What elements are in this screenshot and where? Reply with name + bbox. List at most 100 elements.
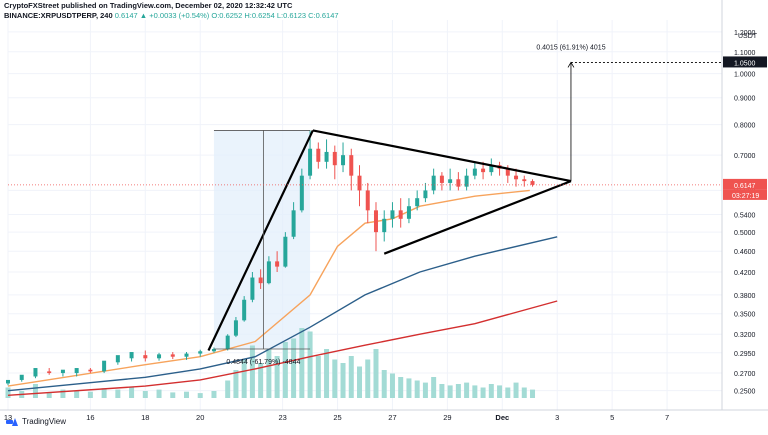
last-price-badge [723, 178, 767, 190]
volume-bar [74, 391, 80, 398]
volume-bar [142, 391, 148, 398]
candle-body [448, 179, 453, 183]
volume-bar [101, 388, 107, 398]
candle-body [332, 151, 337, 166]
chart-grid [7, 20, 722, 410]
candle-body [6, 379, 10, 384]
pennant-lower-line [383, 180, 572, 255]
volume-bar [431, 377, 437, 398]
candle-body [143, 355, 148, 359]
candle-body [250, 277, 255, 300]
candle-body [316, 148, 321, 162]
volume-bar [381, 370, 387, 398]
price-tick-label: 0.3800 [734, 293, 756, 300]
symbol-line: BINANCE:XRPUSDTPERP, 240 0.6147 ▲ +0.003… [4, 11, 339, 21]
pennant-upper-line [312, 129, 572, 183]
price-tick-label: 1.1000 [734, 50, 756, 57]
chart-header: CryptoFXStreet published on TradingView.… [4, 1, 339, 21]
price-axis-bg [722, 0, 768, 410]
price-tick-label: 0.4200 [734, 270, 756, 277]
candle-body [431, 175, 436, 191]
volume-bar [315, 356, 321, 398]
volume-bar [398, 377, 404, 398]
footer-brand[interactable]: TradingView [6, 417, 66, 426]
volume-bar [324, 349, 330, 398]
time-tick-label: 27 [388, 413, 396, 422]
volume-bar [225, 380, 231, 398]
volume-bar [389, 373, 395, 398]
volume-bar [291, 338, 297, 398]
candle-body [365, 190, 370, 211]
candle-body [60, 369, 65, 374]
volume-bar [115, 389, 121, 398]
volume-bar [513, 382, 519, 398]
countdown-label: 03:27:19 [732, 193, 759, 200]
volume-bar [497, 385, 503, 398]
volume-bars [5, 328, 536, 398]
volume-bar [156, 389, 162, 398]
volume-bar [439, 384, 445, 398]
target-price-label: 1.0500 [734, 60, 756, 67]
flagpole-line [207, 129, 314, 351]
candle-body [88, 369, 93, 372]
pattern-drawings[interactable]: 0.4844 (-61.79%) -4844 0.4015 (61.91%) 40… [8, 44, 722, 366]
time-tick-label: 5 [610, 413, 614, 422]
flagpole-measure-label: 0.4844 (-61.79%) -4844 [226, 359, 300, 366]
volume-bar [299, 328, 305, 398]
volume-bar [87, 391, 93, 398]
candle-body [211, 348, 216, 352]
candle-body [357, 175, 362, 191]
volume-bar [170, 392, 176, 398]
candle-body [33, 368, 38, 377]
candle-body [275, 261, 280, 267]
time-tick-label: Dec [495, 413, 509, 422]
time-tick-label: 13 [4, 413, 12, 422]
candle-body [415, 198, 420, 207]
ma-line [7, 300, 558, 396]
candle-body [170, 354, 175, 357]
candle-body [47, 371, 52, 374]
time-axis[interactable]: 13 16 18 20 23 25 27 29 Dec 3 5 7 [0, 409, 768, 422]
price-tick-label: 0.3500 [734, 312, 756, 319]
brand-label: TradingView [22, 417, 67, 426]
time-tick-label: 16 [86, 413, 94, 422]
time-tick-label: 3 [555, 413, 559, 422]
target-price-badge [723, 56, 767, 68]
volume-bar [60, 389, 66, 398]
time-tick-label: 23 [278, 413, 286, 422]
candle-body [406, 206, 411, 219]
price-tick-label: 0.5400 [734, 213, 756, 220]
candle-body [373, 210, 378, 233]
candle-body [19, 374, 24, 380]
volume-bar [505, 387, 511, 398]
volume-bar [5, 387, 11, 398]
candle-body [489, 165, 494, 173]
time-tick-label: 7 [665, 413, 669, 422]
volume-bar [488, 384, 494, 398]
volume-bar [282, 342, 288, 398]
candle-body [74, 368, 79, 374]
volume-bar [197, 393, 203, 398]
symbol-label: BINANCE:XRPUSDTPERP, 240 [4, 11, 113, 20]
ma-line [7, 189, 530, 387]
candle-body [198, 351, 203, 354]
price-tick-label: 0.2950 [734, 351, 756, 358]
candle-body [157, 354, 162, 359]
candle-body [291, 210, 296, 237]
volume-bar [365, 359, 371, 398]
volume-bar [332, 359, 338, 398]
candle-body [299, 175, 304, 211]
time-tick-label: 29 [443, 413, 451, 422]
volume-bar [406, 378, 412, 398]
price-axis[interactable]: 1.20001.10001.00000.90000.80000.70000.60… [721, 0, 768, 410]
candle-body [308, 148, 313, 176]
volume-bar [274, 356, 280, 398]
volume-bar [480, 387, 486, 398]
volume-bar [258, 363, 264, 398]
publish-line: CryptoFXStreet published on TradingView.… [4, 1, 293, 10]
price-tick-label: 0.5000 [734, 230, 756, 237]
price-tick-label: 0.3200 [734, 332, 756, 339]
price-tick-label: 1.0000 [734, 72, 756, 79]
candle-body [481, 168, 486, 173]
